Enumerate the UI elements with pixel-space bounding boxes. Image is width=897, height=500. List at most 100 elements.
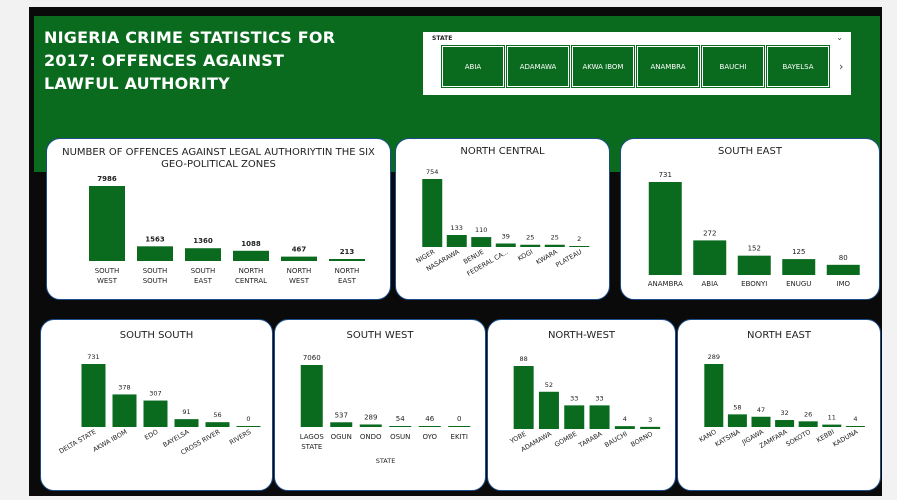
bar-federal-ca[interactable] (495, 243, 516, 247)
data-label-akwa-ibom: 378 (118, 383, 130, 391)
bar-bauchi[interactable] (614, 426, 635, 429)
tick-label-anambra: ANAMBRA (648, 280, 683, 288)
data-label-lagos-state: 7060 (303, 354, 321, 362)
data-label-enugu: 125 (792, 248, 805, 256)
bar-kebbi[interactable] (822, 424, 842, 427)
data-label-zamfara: 32 (780, 409, 788, 417)
data-label-kogi: 25 (526, 234, 534, 242)
bar-edo[interactable] (143, 400, 168, 427)
data-label-abia: 272 (703, 229, 716, 237)
bar-kogi[interactable] (520, 244, 541, 247)
slicer-label: STATE (432, 35, 453, 42)
bar-niger[interactable] (422, 179, 443, 247)
slicer-option-bauchi[interactable]: BAUCHI (701, 45, 765, 88)
bar-bayelsa[interactable] (174, 419, 199, 427)
bar-akwa-ibom[interactable] (112, 394, 137, 427)
chart-card-south-south: SOUTH SOUTH 731 DELTA STATE 378 AKWA IBOM 30… (40, 319, 273, 491)
chart-card-zones: NUMBER OF OFFENCES AGAINST LEGAL AUTHORI… (46, 138, 391, 300)
chart-title: SOUTH SOUTH (119, 330, 194, 341)
bar-gombe[interactable] (564, 405, 585, 429)
bar-jigawa[interactable] (751, 416, 771, 427)
bar-sokoto[interactable] (798, 421, 818, 427)
tick-label-katsina: KATSINA (714, 428, 742, 449)
bar-north-east[interactable] (329, 258, 365, 261)
bar-anambra[interactable] (648, 182, 682, 275)
bar-kwara[interactable] (544, 244, 565, 247)
data-label-ogun: 537 (335, 411, 348, 419)
bar-ogun[interactable] (330, 422, 353, 427)
bar-imo[interactable] (826, 264, 860, 275)
bar-oyo[interactable] (418, 426, 441, 427)
bar-kaduna[interactable] (845, 426, 865, 427)
bar-ondo[interactable] (359, 424, 382, 427)
bar-benue[interactable] (471, 237, 492, 247)
tick-label-south-east: SOUTH EAST (191, 267, 216, 285)
bar-lagos-state[interactable] (300, 365, 323, 427)
slicer-option-bayelsa[interactable]: BAYELSA (766, 45, 830, 88)
bar-south-west[interactable] (89, 186, 125, 261)
data-label-jigawa: 47 (757, 406, 765, 414)
bar-abia[interactable] (693, 240, 727, 275)
data-label-kebbi: 11 (828, 414, 836, 422)
chart-title: NORTH-WEST (547, 330, 616, 341)
bar-delta-state[interactable] (81, 364, 106, 427)
bar-south-east[interactable] (185, 248, 221, 261)
data-label-edo: 307 (149, 390, 161, 398)
tick-label-plateau: PLATEAU (554, 248, 583, 270)
data-label-kano: 289 (708, 353, 720, 361)
tick-label-lagos-state: LAGOS STATE (300, 433, 325, 451)
tick-label-enugu: ENUGU (786, 280, 811, 288)
state-slicer[interactable]: STATE ⌄ ABIA ADAMAWA AKWA IBOM ANAMBRA B… (423, 32, 851, 95)
bar-adamawa[interactable] (538, 391, 559, 429)
chart-north-west-svg: 88YOBE52ADAMAWA33GOMBE33TARABA4BAUCHI3BO… (508, 355, 661, 454)
tick-label-taraba: TARABA (577, 430, 604, 450)
data-label-plateau: 2 (577, 235, 581, 243)
bar-rivers[interactable] (236, 426, 261, 427)
chart-title: NUMBER OF OFFENCES AGAINST LEGAL AUTHORI… (62, 147, 375, 170)
data-label-nasarawa: 133 (451, 224, 463, 232)
bar-katsina[interactable] (727, 414, 747, 427)
data-label-federal-ca: 39 (502, 232, 510, 240)
bar-cross-river[interactable] (205, 422, 230, 427)
slicer-option-akwa-ibom[interactable]: AKWA IBOM (571, 45, 635, 88)
data-label-yobe: 88 (520, 355, 528, 363)
chart-north-east-svg: 289KANO58KATSINA47JIGAWA32ZAMFARA26SOKOT… (698, 353, 865, 450)
page-title: NIGERIA CRIME STATISTICS FOR 2017: OFFEN… (44, 28, 336, 93)
tick-label-north-west: NORTH WEST (287, 267, 312, 285)
tick-label-sokoto: SOKOTO (785, 428, 813, 449)
data-label-sokoto: 26 (804, 410, 812, 418)
slicer-option-abia[interactable]: ABIA (441, 45, 505, 88)
bar-taraba[interactable] (589, 405, 610, 429)
data-label-south-west: 7986 (97, 175, 117, 183)
bar-north-west[interactable] (281, 256, 317, 261)
data-label-adamawa: 52 (545, 381, 553, 389)
slicer-option-anambra[interactable]: ANAMBRA (636, 45, 700, 88)
bar-north-central[interactable] (233, 250, 269, 261)
bar-borno[interactable] (640, 426, 661, 429)
data-label-north-west: 467 (292, 246, 307, 254)
bar-south-south[interactable] (137, 246, 173, 261)
tick-label-abia: ABIA (702, 280, 719, 288)
tick-label-imo: IMO (836, 280, 850, 288)
chart-title: NORTH CENTRAL (460, 146, 545, 157)
data-label-katsina: 58 (733, 403, 741, 411)
chart-card-north-west: NORTH-WEST 88 YOBE 52 ADAMAWA 33 GOMBE 33 TARAB… (487, 319, 676, 491)
slicer-option-adamawa[interactable]: ADAMAWA (506, 45, 570, 88)
bar-ekiti[interactable] (448, 426, 471, 427)
chevron-right-icon[interactable]: › (839, 60, 844, 73)
bar-enugu[interactable] (782, 259, 816, 275)
bar-nasarawa[interactable] (446, 235, 467, 247)
tick-label-delta-state: DELTA STATE (58, 428, 98, 456)
data-label-benue: 110 (475, 226, 487, 234)
chart-title: SOUTH WEST (346, 330, 414, 341)
bar-zamfara[interactable] (775, 420, 795, 427)
bar-osun[interactable] (389, 426, 412, 427)
tick-label-south-west: SOUTH WEST (95, 267, 120, 285)
bar-ebonyi[interactable] (737, 255, 771, 275)
chevron-down-icon[interactable]: ⌄ (836, 33, 843, 42)
bar-kano[interactable] (704, 364, 724, 427)
data-label-niger: 754 (426, 168, 438, 176)
bar-yobe[interactable] (513, 366, 534, 429)
bar-plateau[interactable] (569, 246, 590, 247)
data-label-oyo: 46 (425, 415, 434, 423)
